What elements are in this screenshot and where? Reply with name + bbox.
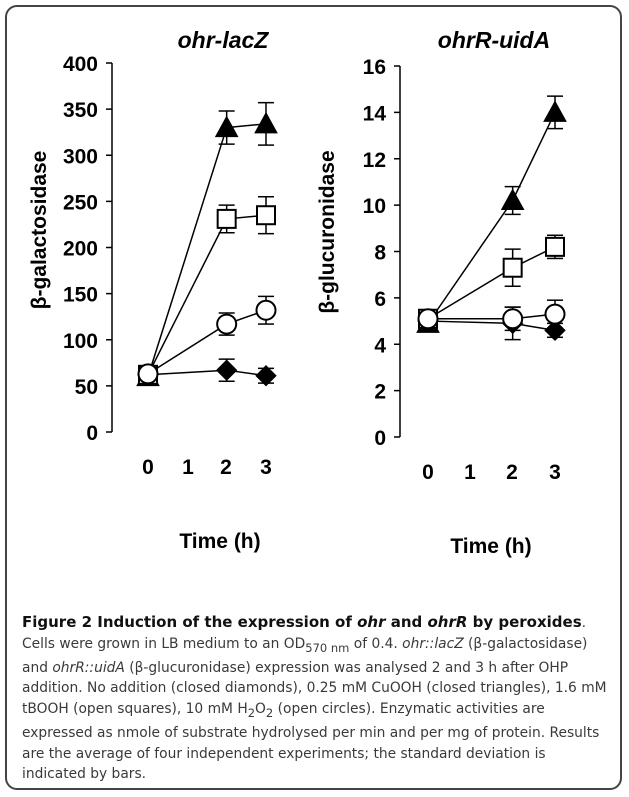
chart2-series-open-square-line	[427, 246, 556, 320]
chart1-point-filled-diamond	[255, 365, 277, 387]
chart2-y-tick-label: 8	[374, 242, 386, 265]
chart1-y-tick-label: 400	[63, 53, 98, 76]
chart1-point-open-circle	[255, 299, 277, 321]
chart2-point-open-circle	[502, 308, 524, 330]
chart1-y-tick-label: 350	[63, 99, 98, 122]
figure-caption: Figure 2 Induction of the expression of …	[22, 613, 607, 782]
chart1-x-tick-label: 0	[142, 456, 154, 479]
figure-frame	[5, 5, 622, 790]
chart1-series-open-square-line	[147, 214, 267, 376]
chart2-x-tick-label: 3	[549, 461, 561, 484]
chart2-y-tick-label: 16	[363, 56, 386, 79]
chart1-point-open-square	[216, 208, 237, 229]
chart2-point-open-square	[502, 257, 523, 278]
chart2-x-tick-label: 1	[464, 461, 476, 484]
chart2-x-axis-label: Time (h)	[450, 535, 531, 558]
chart2-point-filled-triangle	[543, 100, 567, 122]
gene-uida: ohrR::uidA	[52, 659, 125, 676]
chart2-y-tick-label: 0	[374, 427, 386, 450]
chart1-point-filled-triangle	[254, 111, 278, 134]
chart2-y-tick-label: 6	[374, 288, 386, 311]
chart1-x-tick-label: 3	[260, 456, 272, 479]
chart1-point-open-circle	[216, 313, 238, 335]
chart2-point-filled-diamond	[544, 319, 566, 342]
chart2-series-open-circle-line	[428, 313, 556, 320]
chart2-y-axis-label: β-glucuronidase	[316, 150, 339, 313]
chart1-x-tick-label: 2	[220, 456, 232, 479]
gene-lacz: ohr::lacZ	[402, 635, 464, 652]
chart1-y-axis-label: β-galactosidase	[28, 151, 51, 310]
chart2-y-tick-label: 2	[374, 381, 386, 404]
chart2-series-filled-diamond-line	[427, 320, 556, 332]
chart1-x-axis-label: Time (h)	[179, 530, 260, 553]
chart1-point-filled-triangle	[214, 115, 239, 138]
chart1-y-tick-label: 250	[63, 191, 98, 214]
chart2-series-filled-triangle-line	[427, 112, 556, 324]
chart2-point-open-circle	[544, 303, 566, 325]
chart1-point-open-square	[256, 205, 276, 226]
chart1-y-tick-label: 300	[63, 145, 98, 168]
chart2-title: ohrR-uidA	[438, 27, 550, 53]
chart1-series-filled-diamond-line	[147, 369, 267, 377]
chart1-y-tick-label: 100	[63, 330, 98, 353]
chart1-title: ohr-lacZ	[178, 27, 270, 53]
chart1-point-open-circle	[137, 363, 159, 385]
chart2-y-tick-label: 12	[363, 149, 386, 172]
caption-title: Figure 2 Induction of the expression of …	[22, 613, 582, 631]
chart2-point-filled-triangle	[500, 188, 525, 210]
chart2-y-tick-label: 10	[363, 195, 386, 218]
chart2-point-open-square	[545, 236, 565, 257]
chart1-point-filled-diamond	[215, 359, 238, 381]
chart1-y-tick-label: 200	[63, 238, 98, 261]
figure-label: Figure 2	[22, 613, 93, 631]
chart1-x-tick-label: 1	[182, 456, 194, 479]
chart1-y-tick-label: 50	[75, 376, 98, 399]
chart1-y-tick-label: 150	[63, 284, 98, 307]
chart2-y-tick-label: 14	[363, 102, 387, 125]
chart1-y-tick-label: 0	[86, 422, 98, 445]
chart2-point-open-circle	[417, 308, 439, 330]
chart2-x-tick-label: 2	[506, 461, 518, 484]
chart2-x-tick-label: 0	[422, 461, 434, 484]
chart2-y-tick-label: 4	[374, 334, 386, 357]
